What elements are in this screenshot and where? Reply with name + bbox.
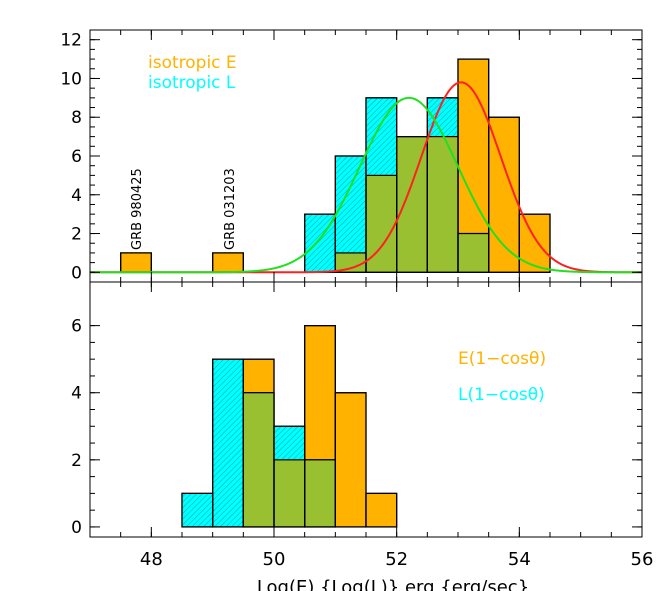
bottom-overlap-bar [243, 392, 274, 527]
top-y-tick-label: 10 [60, 69, 82, 89]
bottom-e-bar [365, 492, 398, 528]
annotation-grb-980425: GRB 980425 [130, 168, 145, 250]
top-bar-outline [488, 116, 520, 273]
top-y-tick-label: 4 [71, 186, 82, 206]
bottom-y-axis: 0 2 4 6 [71, 317, 642, 538]
top-fit-curves [90, 81, 642, 274]
top-y-tick-label: 12 [60, 31, 82, 51]
top-y-tick-label: 6 [71, 147, 82, 167]
top-e-bar [212, 252, 244, 273]
top-y-tick-label: 2 [71, 225, 82, 245]
top-y-tick-label: 8 [71, 108, 82, 128]
bottom-l-bar [181, 492, 214, 528]
top-bar-outline [518, 213, 551, 273]
top-y-tick-label: 0 [71, 263, 82, 283]
bottom-overlap-bar [304, 459, 336, 527]
bottom-y-tick-label: 0 [71, 518, 82, 538]
bottom-e-bar [334, 392, 367, 528]
top-e-bar [120, 252, 152, 273]
bottom-x-tick-label: 56 [631, 549, 654, 570]
bottom-overlap-bar [274, 459, 305, 527]
bottom-x-axis: 48 50 52 54 56 [89, 282, 654, 570]
bottom-y-tick-label: 4 [71, 384, 82, 404]
bottom-x-tick-label: 50 [263, 549, 286, 570]
top-overlap-bar [335, 252, 366, 273]
top-fit-curve-l [90, 96, 642, 274]
bottom-y-tick-label: 2 [71, 451, 82, 471]
bottom-l-bar [212, 358, 244, 528]
top-overlap-bar [396, 136, 428, 273]
top-overlap-bar [427, 136, 458, 273]
top-overlap-bar [458, 233, 489, 273]
annotation-grb-031203: GRB 031203 [223, 168, 238, 250]
top-y-axis: 0 2 4 6 8 10 12 [60, 31, 642, 283]
legend-isotropic-l: isotropic L [148, 73, 236, 93]
bottom-overlap-bars [181, 325, 398, 528]
legend-l-one-minus-cos: L(1−cosθ) [458, 385, 545, 405]
x-axis-label: Log(E) {Log(L)} erg {erg/sec} [257, 577, 529, 591]
bottom-y-tick-label: 6 [71, 317, 82, 337]
top-panel: 0 2 4 6 8 10 12 isotropic E isotropic L GRB 98… [60, 29, 643, 283]
legend-e-one-minus-cos: E(1−cosθ) [458, 349, 546, 369]
top-e-bar [518, 213, 551, 273]
bottom-x-tick-label: 48 [140, 549, 163, 570]
bottom-x-tick-label: 52 [385, 549, 408, 570]
bottom-bar-outline [365, 492, 398, 528]
legend-isotropic-e: isotropic E [148, 53, 237, 73]
bottom-bar-outline [334, 392, 367, 528]
bottom-x-tick-label: 54 [508, 549, 531, 570]
top-x-axis [89, 30, 643, 282]
